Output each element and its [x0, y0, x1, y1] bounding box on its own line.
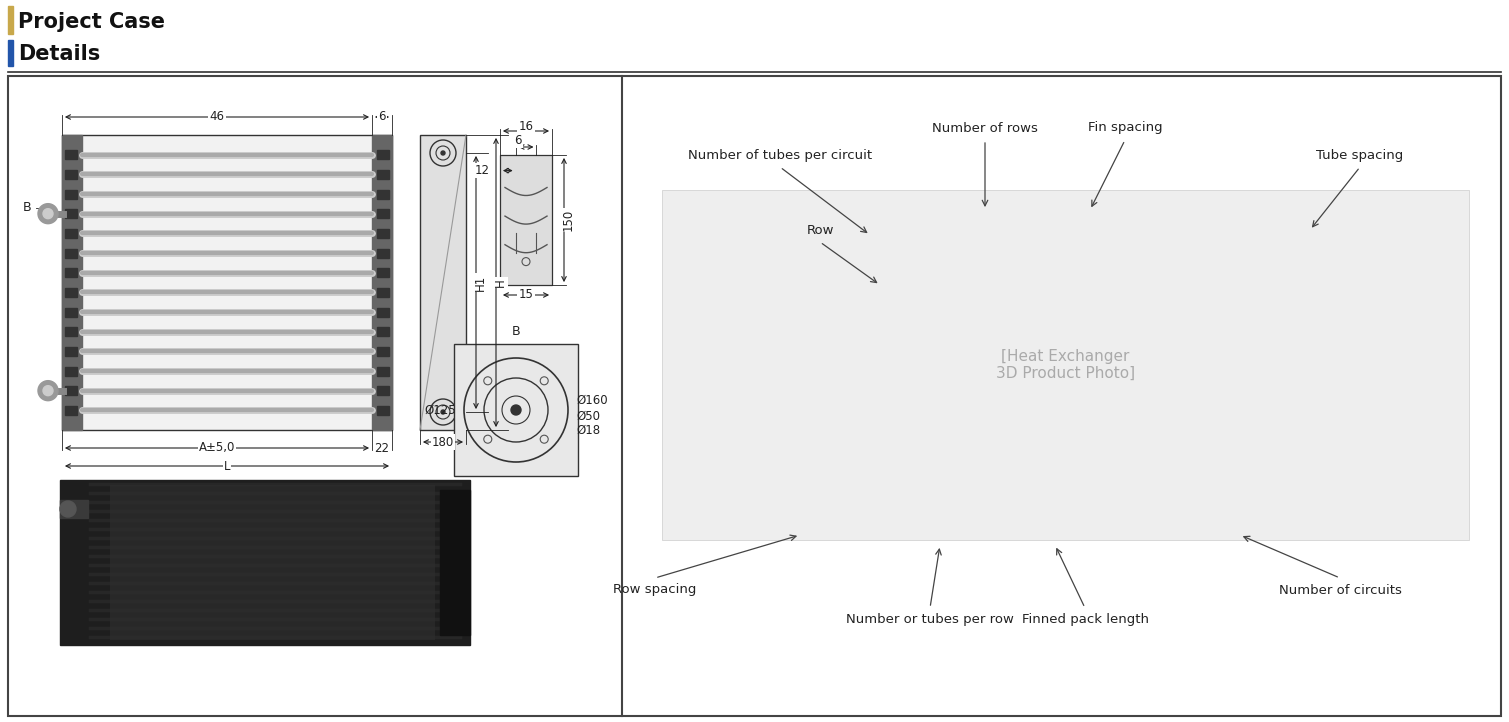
Bar — [377, 327, 389, 336]
Bar — [60, 480, 469, 645]
Bar — [377, 150, 389, 159]
Text: 12: 12 — [474, 164, 489, 177]
Bar — [377, 209, 389, 218]
Bar — [377, 386, 389, 395]
Polygon shape — [110, 485, 435, 640]
Circle shape — [512, 405, 521, 415]
Text: Number of circuits: Number of circuits — [1278, 583, 1402, 596]
Bar — [60, 500, 88, 518]
Circle shape — [441, 151, 445, 155]
Bar — [62, 135, 81, 430]
Bar — [65, 367, 77, 375]
Text: 6: 6 — [515, 134, 522, 147]
Text: [Heat Exchanger
3D Product Photo]: [Heat Exchanger 3D Product Photo] — [996, 349, 1135, 381]
Bar — [65, 268, 77, 277]
Text: 16: 16 — [519, 121, 534, 134]
Bar — [441, 490, 469, 635]
Bar — [499, 155, 552, 285]
Bar — [8, 40, 14, 66]
Text: Ø50: Ø50 — [576, 409, 601, 422]
Text: Project Case: Project Case — [18, 12, 164, 32]
Text: Row: Row — [806, 224, 834, 237]
Bar — [8, 76, 1501, 716]
Text: B: B — [23, 201, 32, 214]
Bar — [377, 367, 389, 375]
Text: A±5,0: A±5,0 — [199, 441, 235, 455]
Bar — [65, 308, 77, 316]
Bar — [377, 406, 389, 415]
Text: 16: 16 — [519, 121, 534, 134]
Bar — [377, 248, 389, 258]
Bar — [373, 135, 392, 430]
Bar — [377, 268, 389, 277]
Bar — [377, 347, 389, 356]
Text: Number of rows: Number of rows — [933, 121, 1038, 134]
Text: 150: 150 — [561, 209, 575, 231]
Bar — [65, 347, 77, 356]
Text: Ø160: Ø160 — [576, 393, 608, 406]
Bar — [420, 135, 466, 430]
Bar — [377, 308, 389, 316]
Bar — [454, 344, 578, 476]
Text: Ø18: Ø18 — [576, 424, 601, 437]
Bar — [65, 189, 77, 199]
Text: 22: 22 — [374, 441, 389, 455]
Text: H1: H1 — [474, 274, 486, 291]
Bar — [377, 189, 389, 199]
Bar — [377, 229, 389, 238]
Bar — [65, 406, 77, 415]
Text: 180: 180 — [432, 435, 454, 448]
Circle shape — [42, 386, 53, 396]
Circle shape — [42, 209, 53, 219]
Text: 15: 15 — [519, 290, 534, 303]
Text: 46: 46 — [210, 110, 225, 123]
Text: L: L — [223, 459, 231, 472]
Bar — [65, 229, 77, 238]
Text: B: B — [512, 325, 521, 338]
Text: 6: 6 — [379, 110, 386, 123]
Text: Tube spacing: Tube spacing — [1316, 149, 1403, 162]
Text: Ø125: Ø125 — [424, 404, 456, 417]
Circle shape — [60, 501, 75, 517]
Text: Row spacing: Row spacing — [613, 583, 697, 596]
Text: 12: 12 — [474, 164, 489, 177]
Bar — [65, 327, 77, 336]
Bar — [662, 190, 1468, 540]
Text: 6: 6 — [515, 134, 522, 147]
Text: Number of tubes per circuit: Number of tubes per circuit — [688, 149, 872, 162]
Bar — [65, 386, 77, 395]
Text: H: H — [493, 278, 507, 287]
Bar — [623, 77, 1500, 716]
Circle shape — [441, 410, 445, 414]
Bar — [65, 170, 77, 179]
Text: Details: Details — [18, 44, 100, 64]
Bar — [8, 6, 14, 34]
Text: Number or tubes per row: Number or tubes per row — [847, 614, 1014, 627]
Bar — [62, 135, 392, 430]
Text: Finned pack length: Finned pack length — [1022, 614, 1148, 627]
Circle shape — [38, 380, 57, 401]
Bar — [377, 288, 389, 297]
Text: 15: 15 — [519, 289, 534, 302]
Bar — [377, 170, 389, 179]
Bar — [65, 209, 77, 218]
Text: Fin spacing: Fin spacing — [1088, 121, 1162, 134]
Bar — [65, 150, 77, 159]
Bar — [65, 288, 77, 297]
Text: 150: 150 — [561, 209, 575, 231]
Bar — [65, 248, 77, 258]
Circle shape — [38, 204, 57, 224]
